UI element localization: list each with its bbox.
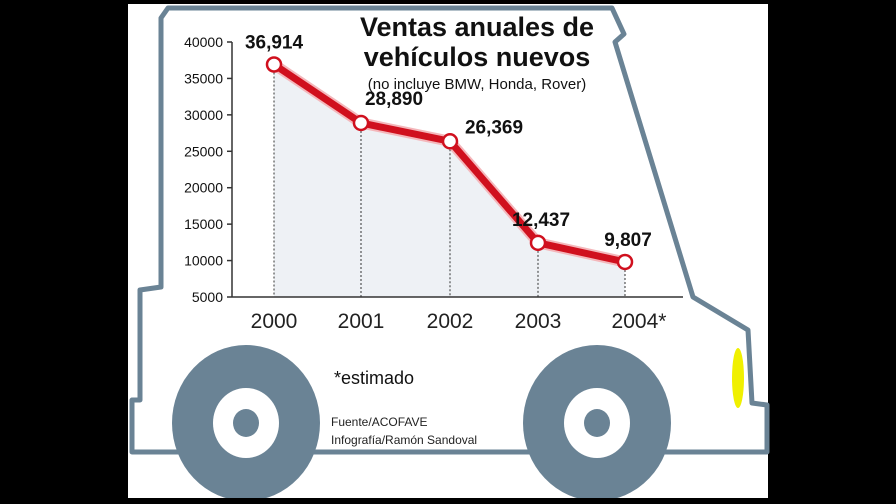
data-point <box>616 253 634 271</box>
chart-title-line-2: vehículos nuevos <box>364 42 591 72</box>
data-label: 12,437 <box>512 210 570 231</box>
data-label: 9,807 <box>604 230 652 251</box>
x-tick-label: 2001 <box>338 310 385 333</box>
data-point <box>441 133 459 150</box>
chart-title-line-1: Ventas anuales de <box>360 12 594 42</box>
data-label: 28,890 <box>365 89 423 110</box>
y-tick-label: 5000 <box>192 289 223 305</box>
area-fill <box>274 64 625 298</box>
y-tick-label: 20000 <box>184 180 223 196</box>
data-point <box>265 56 283 73</box>
data-label: 26,369 <box>465 117 523 138</box>
y-tick-label: 25000 <box>184 143 223 159</box>
x-tick-label: 2004* <box>612 310 667 333</box>
wheel-right <box>523 345 671 501</box>
x-tick-label: 2000 <box>251 310 298 333</box>
y-tick-label: 15000 <box>184 216 223 232</box>
y-tick-label: 40000 <box>184 34 223 50</box>
headlight <box>732 348 744 408</box>
data-point <box>529 234 547 252</box>
infographic-credit: Infografía/Ramón Sandoval <box>331 433 477 447</box>
chart-subtitle: (no incluye BMW, Honda, Rover) <box>368 76 586 93</box>
y-tick-label: 10000 <box>184 253 223 269</box>
source-credit: Fuente/ACOFAVE <box>331 415 428 429</box>
estimate-note: *estimado <box>334 368 414 388</box>
y-tick-label: 35000 <box>184 70 223 86</box>
y-tick-label: 30000 <box>184 107 223 123</box>
wheel-left <box>172 345 320 501</box>
x-tick-label: 2002 <box>427 310 474 333</box>
plot-area: 40000 35000 30000 25000 20000 15000 10000 5000 3… <box>184 32 683 333</box>
data-point <box>352 114 370 132</box>
x-tick-label: 2003 <box>515 310 562 333</box>
data-label: 36,914 <box>245 32 304 53</box>
